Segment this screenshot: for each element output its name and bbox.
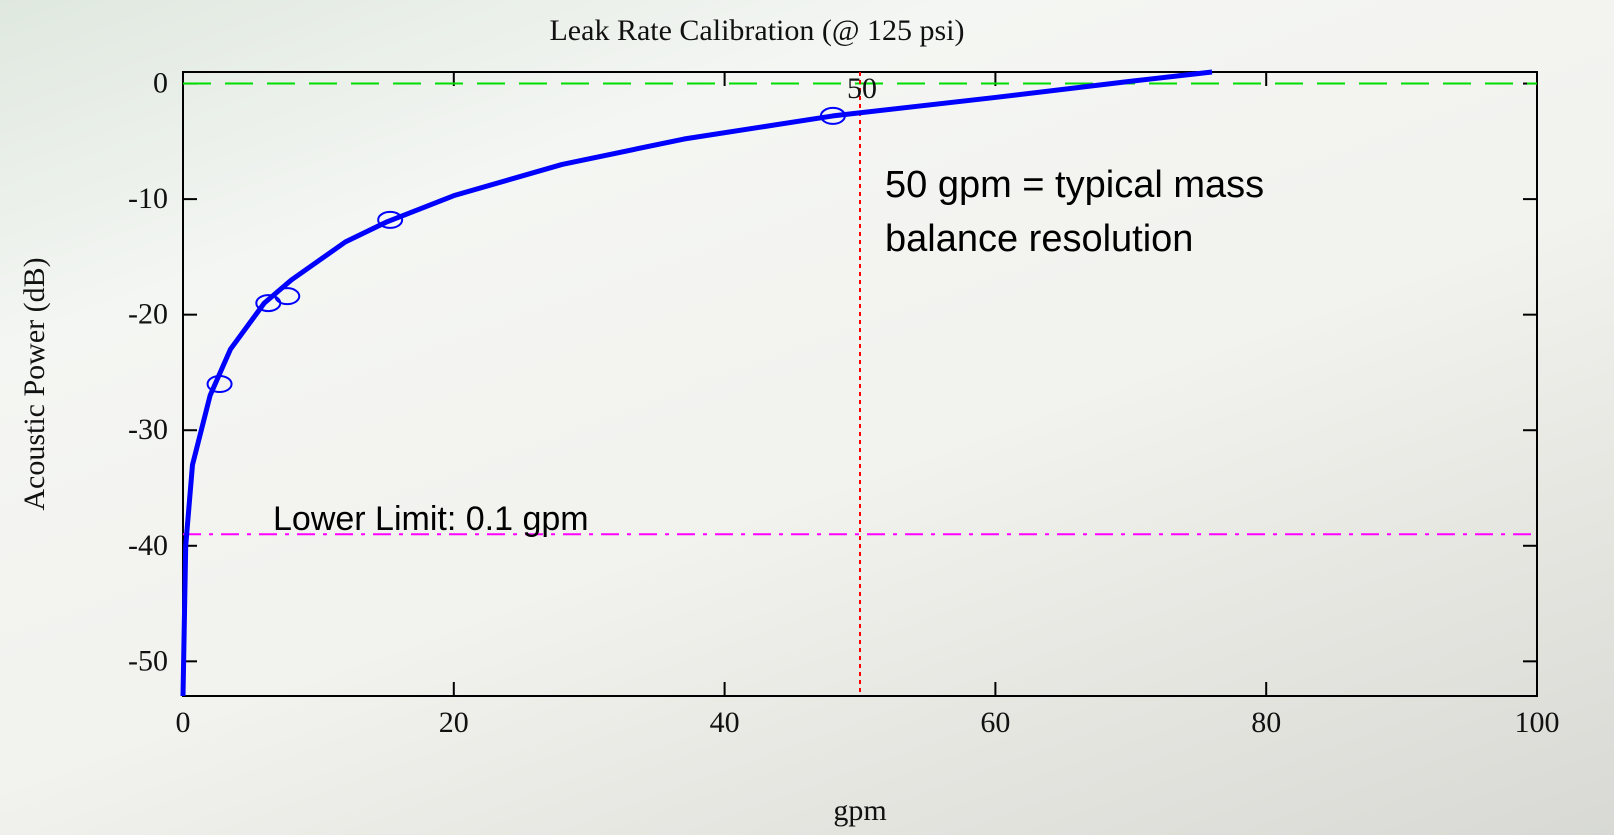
x-axis-label: gpm bbox=[833, 794, 886, 827]
x-tick-label: 40 bbox=[710, 706, 740, 739]
data-point bbox=[206, 375, 233, 393]
y-tick-label: -30 bbox=[128, 413, 168, 446]
x-tick-label: 60 bbox=[980, 706, 1010, 739]
x-tick-label: 100 bbox=[1515, 706, 1560, 739]
y-tick-label: -10 bbox=[128, 182, 168, 215]
annotation: balance resolution bbox=[885, 218, 1193, 260]
data-point bbox=[377, 210, 404, 229]
data-point bbox=[819, 106, 846, 125]
annotation: 50 gpm = typical mass bbox=[885, 164, 1264, 206]
x-tick-label: 20 bbox=[439, 706, 469, 739]
reference-label: Lower Limit: 0.1 gpm bbox=[273, 500, 589, 538]
y-tick-label: -20 bbox=[128, 298, 168, 331]
data-point bbox=[274, 287, 301, 306]
data-line bbox=[180, 69, 1213, 697]
chart-title: Leak Rate Calibration (@ 125 psi) bbox=[549, 14, 964, 47]
y-tick-label: -50 bbox=[128, 644, 168, 677]
y-tick-label: -40 bbox=[128, 529, 168, 562]
x-tick-label: 80 bbox=[1251, 706, 1281, 739]
x-tick-label: 0 bbox=[176, 706, 191, 739]
reference-label: 50 bbox=[847, 72, 877, 105]
y-axis-label: Acoustic Power (dB) bbox=[18, 257, 51, 510]
y-tick-label: 0 bbox=[153, 67, 168, 100]
